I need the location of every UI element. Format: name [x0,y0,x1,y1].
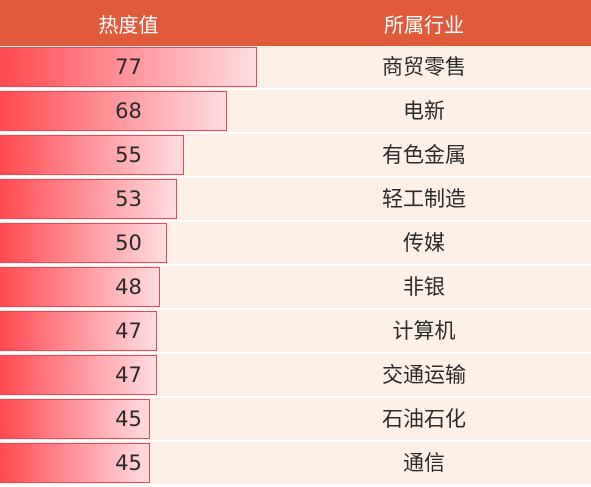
heat-bar [0,443,150,483]
table-row: 55 有色金属 [0,134,591,176]
heat-bar [0,179,177,219]
table-row: 68 电新 [0,90,591,132]
heat-bar [0,399,150,439]
heat-bar [0,223,167,263]
table-body: 77 商贸零售 68 电新 55 有色金属 53 轻工制造 50 传媒 48 非… [0,46,591,486]
heat-bar [0,135,184,175]
industry-name: 传媒 [403,231,445,255]
header-heat-value: 热度值 [98,12,159,37]
heat-value: 77 [115,55,142,79]
table-row: 53 轻工制造 [0,178,591,220]
table-row: 48 非银 [0,266,591,308]
industry-name: 通信 [403,451,445,475]
heat-value: 53 [115,187,142,211]
heat-bar [0,311,157,351]
industry-name: 计算机 [392,319,456,343]
industry-name: 石油石化 [382,407,466,431]
industry-name: 有色金属 [382,143,466,167]
heat-value: 47 [115,319,142,343]
industry-name: 轻工制造 [382,187,466,211]
table-row: 45 通信 [0,442,591,484]
industry-name: 电新 [403,99,445,123]
table-header: 热度值 所属行业 [0,0,591,46]
heat-bar [0,47,257,87]
industry-name: 交通运输 [382,363,466,387]
heat-value: 45 [115,451,142,475]
heat-value: 47 [115,363,142,387]
table-row: 47 交通运输 [0,354,591,396]
table-row: 47 计算机 [0,310,591,352]
heat-bar [0,355,157,395]
heat-value: 50 [115,231,142,255]
heat-bar [0,267,160,307]
industry-name: 非银 [403,275,445,299]
industry-name: 商贸零售 [382,55,466,79]
heat-value: 45 [115,407,142,431]
heat-value: 55 [115,143,142,167]
header-industry: 所属行业 [384,12,464,37]
heat-bar [0,91,227,131]
table-row: 50 传媒 [0,222,591,264]
table-row: 45 石油石化 [0,398,591,440]
table-row: 77 商贸零售 [0,46,591,88]
heat-value: 48 [115,275,142,299]
heat-value: 68 [115,99,142,123]
